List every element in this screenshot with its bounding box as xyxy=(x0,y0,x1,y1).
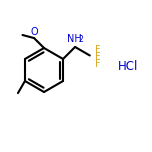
Text: F: F xyxy=(95,59,100,69)
Text: 2: 2 xyxy=(78,35,83,45)
Text: O: O xyxy=(30,27,38,37)
Text: F: F xyxy=(95,52,100,62)
Text: F: F xyxy=(95,45,100,55)
Text: HCl: HCl xyxy=(118,60,138,74)
Text: NH: NH xyxy=(67,34,81,44)
